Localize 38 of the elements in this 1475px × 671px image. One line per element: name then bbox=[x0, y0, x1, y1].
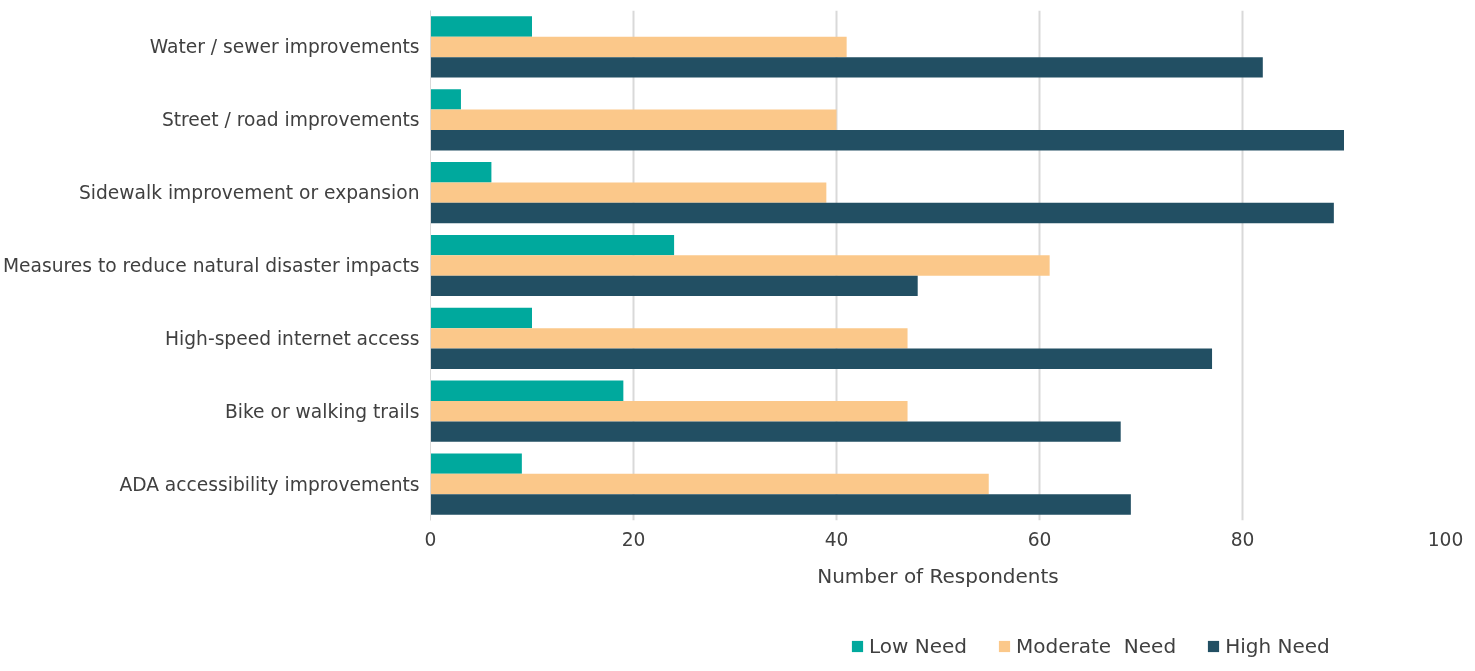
bar bbox=[430, 348, 1213, 369]
bar bbox=[430, 109, 837, 130]
bar bbox=[430, 401, 908, 422]
bar bbox=[430, 234, 675, 256]
bar bbox=[430, 328, 908, 349]
y-tick-label: Water / sewer improvements bbox=[149, 36, 420, 58]
y-tick-label: Sidewalk improvement or expansion bbox=[78, 182, 420, 204]
y-tick-label: Street / road improvements bbox=[161, 109, 420, 131]
legend-label: High Need bbox=[1225, 634, 1330, 658]
bar bbox=[430, 494, 1131, 515]
x-tick-label: 40 bbox=[824, 528, 849, 550]
bar bbox=[430, 129, 1344, 151]
legend-label: Moderate Need bbox=[1016, 634, 1177, 658]
bar bbox=[430, 16, 532, 37]
bar bbox=[430, 473, 989, 495]
bar bbox=[430, 36, 847, 58]
bar bbox=[430, 453, 522, 474]
y-tick-label: ADA accessibility improvements bbox=[119, 473, 420, 495]
y-tick-label: Measures to reduce natural disaster impacts bbox=[3, 255, 420, 276]
bar bbox=[430, 89, 461, 110]
x-tick-label: 20 bbox=[621, 528, 646, 550]
bar bbox=[430, 380, 624, 402]
y-tick-label: Bike or walking trails bbox=[224, 400, 420, 422]
bar bbox=[430, 275, 918, 297]
x-tick-label: 0 bbox=[424, 528, 437, 550]
bar bbox=[430, 255, 1050, 276]
bar bbox=[430, 202, 1334, 224]
x-tick-label: 60 bbox=[1027, 528, 1052, 550]
x-axis-title: Number of Respondents bbox=[817, 563, 1059, 588]
y-tick-label: High-speed internet access bbox=[165, 327, 420, 349]
bar bbox=[430, 182, 827, 203]
bar bbox=[430, 57, 1263, 78]
x-tick-label: 100 bbox=[1427, 528, 1464, 550]
x-tick-label: 80 bbox=[1230, 528, 1255, 550]
bar bbox=[430, 421, 1121, 442]
bar bbox=[430, 162, 492, 183]
bar bbox=[430, 307, 532, 329]
legend-label: Low Need bbox=[869, 634, 968, 658]
